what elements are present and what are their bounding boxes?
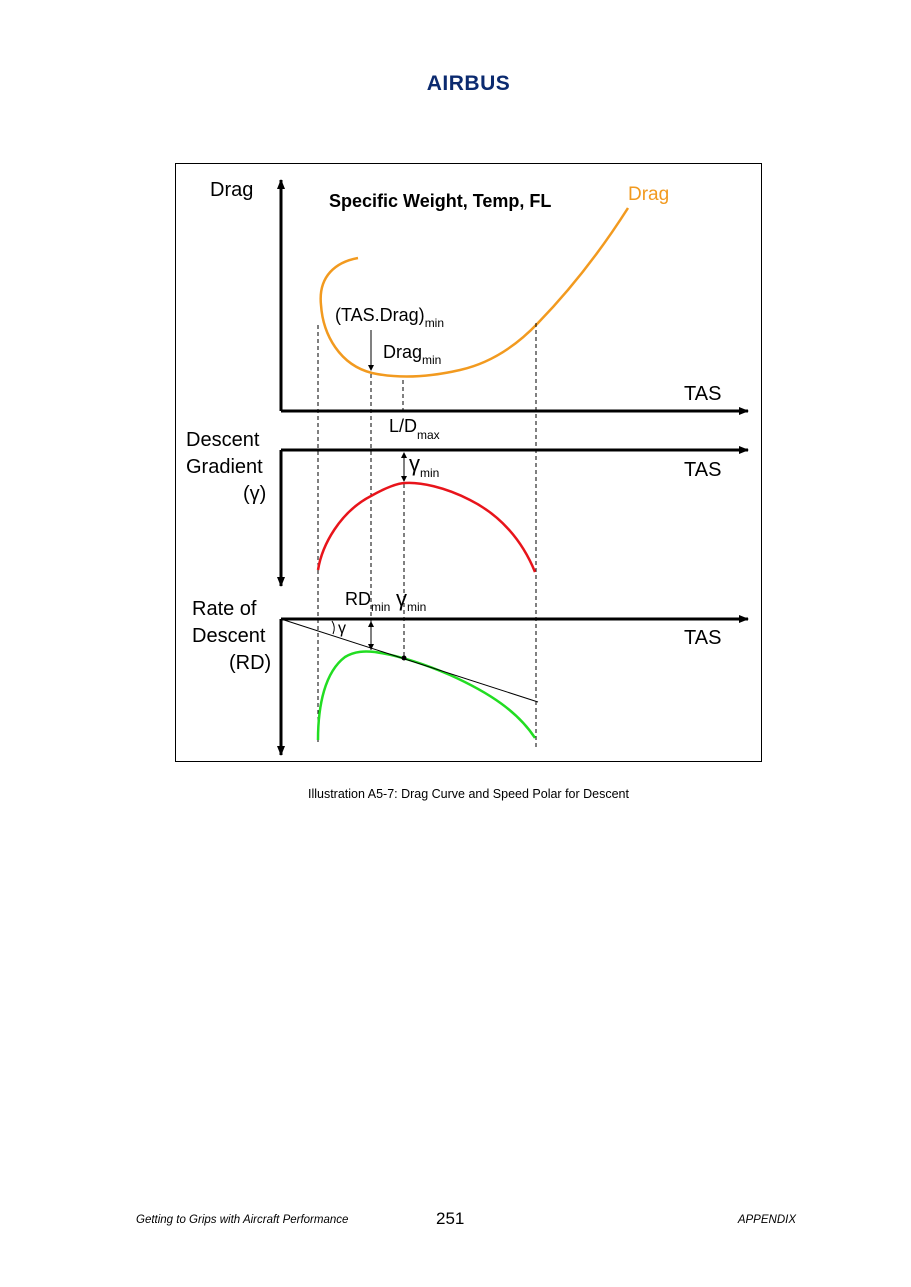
tangent-point (401, 655, 407, 661)
descent-gradient-curve (316, 481, 537, 573)
rod-gamma-min-label: γmin (396, 586, 426, 614)
rod-y-label-2: Descent (192, 625, 266, 647)
drag-min-label: Dragmin (383, 342, 441, 367)
airbus-logo: AIRBUS (426, 72, 511, 95)
rate-of-descent-curve (316, 650, 537, 741)
figure-caption: Illustration A5-7: Drag Curve and Speed … (307, 787, 629, 801)
tangent-line (280, 618, 539, 703)
rod-gamma-label: γ (338, 620, 346, 637)
gamma-angle-arc (331, 620, 335, 635)
gradient-y-label-1: Descent (186, 429, 260, 451)
gradient-y-label-3: (γ) (243, 483, 266, 505)
drag-curve (319, 207, 630, 378)
rod-y-label-1: Rate of (192, 598, 257, 620)
drag-y-axis-label: Drag (210, 179, 253, 201)
rod-tas-label: TAS (684, 627, 721, 649)
gradient-gamma-min-label: γmin (409, 451, 439, 480)
figure-frame (175, 163, 762, 762)
tas-drag-min-label: (TAS.Drag)min (335, 305, 444, 330)
rod-y-label-3: (RD) (229, 652, 271, 674)
gradient-tas-label: TAS (684, 459, 721, 481)
footer-page-number: 251 (436, 1209, 465, 1228)
drag-curve-label: Drag (628, 184, 669, 205)
rd-min-label: RDmin (345, 589, 390, 614)
footer-section: APPENDIX (737, 1214, 796, 1226)
gradient-y-label-2: Gradient (186, 456, 263, 478)
conditions-label: Specific Weight, Temp, FL (329, 191, 551, 211)
footer-document-title: Getting to Grips with Aircraft Performan… (136, 1214, 349, 1226)
ld-max-label: L/Dmax (389, 416, 440, 442)
drag-tas-label: TAS (684, 383, 721, 405)
